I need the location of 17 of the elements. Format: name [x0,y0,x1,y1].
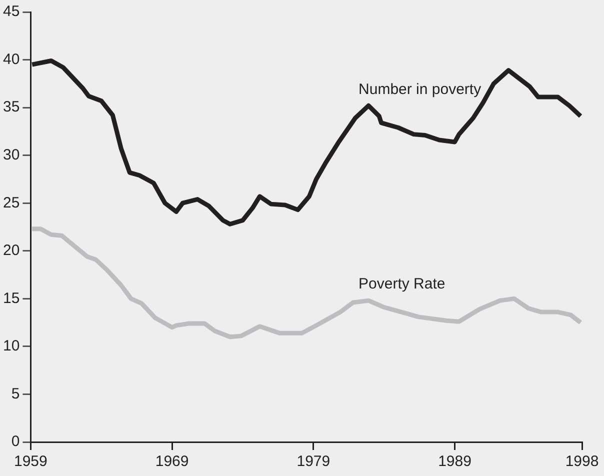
x-tick-label: 1989 [438,453,472,470]
series-label: Poverty Rate [358,276,446,293]
x-tick-label: 1969 [155,453,189,470]
y-tick-label: 15 [2,290,20,307]
y-tick-label: 40 [2,50,20,68]
y-tick-label: 25 [2,194,20,212]
y-tick-label: 35 [2,98,20,116]
y-tick-label: 10 [2,338,20,355]
y-tick-label: 20 [2,242,20,260]
x-tick-label: 1959 [14,453,48,470]
x-tick-label: 1998 [565,453,599,470]
y-tick-label: 0 [11,433,20,450]
y-tick-label: 5 [11,385,20,402]
y-tick-label: 45 [2,3,20,20]
series-label: Number in poverty [358,80,482,98]
y-tick-label: 30 [2,146,20,164]
x-tick-label: 1979 [296,453,330,470]
